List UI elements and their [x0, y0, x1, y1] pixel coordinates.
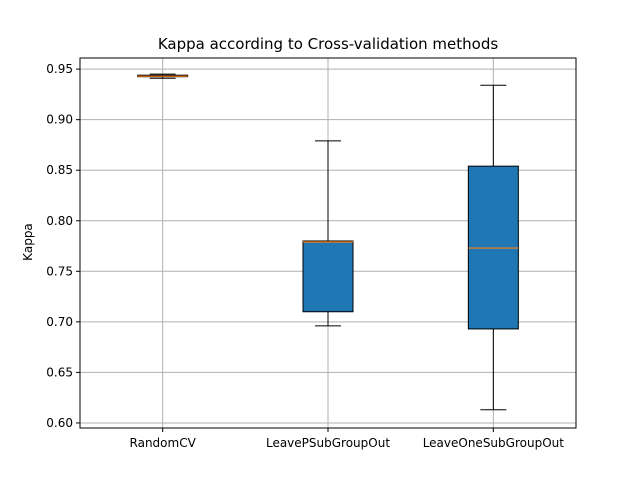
- box-randomcv: [137, 73, 189, 79]
- box-leaveonesubgroupout: [467, 84, 519, 411]
- y-axis-label: Kappa: [21, 223, 35, 261]
- y-tick-label: 0.65: [46, 365, 73, 379]
- y-tick-label: 0.85: [46, 163, 73, 177]
- x-tick-label: RandomCV: [130, 436, 197, 450]
- y-tick-label: 0.60: [46, 416, 73, 430]
- box-layer: [137, 73, 519, 411]
- y-tick-label: 0.80: [46, 214, 73, 228]
- iqr-box: [302, 240, 354, 313]
- x-tick-label: LeavePSubGroupOut: [266, 436, 390, 450]
- chart-title: Kappa according to Cross-validation meth…: [158, 35, 499, 53]
- y-tick-label: 0.95: [46, 62, 73, 76]
- x-tick-label: LeaveOneSubGroupOut: [423, 436, 565, 450]
- y-tick-label: 0.70: [46, 315, 73, 329]
- y-tick-label: 0.75: [46, 264, 73, 278]
- axis-layer: 0.60 0.65 0.70 0.75 0.80 0.85 0.90 0.95 RandomCV…: [46, 62, 564, 450]
- y-tick-label: 0.90: [46, 113, 73, 127]
- box-leavepsubgroupout: [302, 140, 354, 327]
